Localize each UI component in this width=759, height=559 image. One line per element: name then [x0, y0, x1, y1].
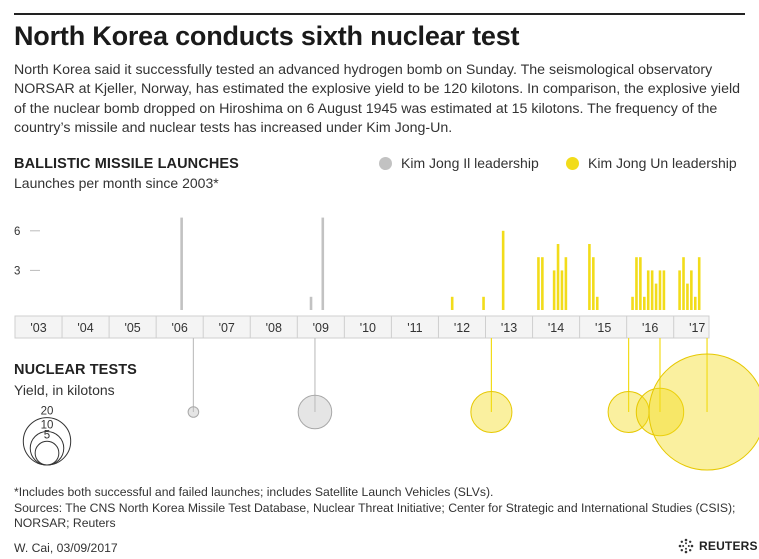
missile-bar: [635, 257, 638, 310]
missile-bar: [686, 283, 689, 310]
x-tick-label: '10: [360, 321, 376, 335]
size-legend-label: 20: [41, 406, 54, 418]
timeline-band: [14, 315, 710, 339]
missile-bar: [643, 296, 646, 310]
missile-bar: [697, 257, 701, 310]
missile-bar: [682, 257, 685, 310]
intro-paragraph: North Korea said it successfully tested …: [14, 62, 741, 136]
timeline-axis: '03 '04 '05 '06 '07 '08 '09 '10 '11 '12 '13 '14 '15 '…: [14, 315, 710, 339]
x-tick-label: '07: [219, 321, 235, 335]
size-legend-label: 5: [44, 429, 50, 441]
legend-label-kim-jong-il: Kim Jong Il leadership: [401, 155, 539, 171]
credit-line: W. Cai, 03/09/2017: [14, 541, 118, 555]
legend-label-kim-jong-un: Kim Jong Un leadership: [588, 155, 737, 171]
missile-bar: [631, 296, 634, 310]
footnote-text: *Includes both successful and failed lau…: [14, 485, 494, 499]
missile-bar: [595, 296, 599, 310]
missile-bar: [639, 257, 642, 310]
missile-bar: [309, 296, 313, 310]
missile-bar: [690, 270, 693, 310]
missile-bar: [588, 244, 591, 310]
missile-bar: [552, 270, 556, 310]
sources-text: Sources: The CNS North Korea Missile Tes…: [14, 500, 736, 531]
missile-bar: [654, 283, 658, 310]
reuters-logo-text: REUTERS: [699, 539, 758, 553]
x-tick-label: '16: [642, 321, 658, 335]
y-axis-ticks: 36: [14, 226, 40, 277]
size-legend-label: 10: [41, 419, 54, 431]
x-tick-label: '08: [266, 321, 282, 335]
nuclear-section-title: NUCLEAR TESTS: [14, 362, 137, 378]
missile-bar: [537, 257, 540, 310]
nuclear-test-bubble: [648, 353, 759, 471]
missile-bar: [450, 296, 454, 310]
missile-bar: [482, 296, 485, 310]
missile-bar: [646, 270, 650, 310]
top-rule: [14, 13, 745, 15]
y-tick-label: 6: [14, 226, 20, 238]
x-tick-label: '06: [172, 321, 188, 335]
nuclear-test-bubble: [187, 406, 200, 418]
missile-bar: [678, 270, 681, 310]
missile-and-nuclear-chart: '03 '04 '05 '06 '07 '08 '09 '10 '11 '12 '13 '14 '15 '…: [14, 217, 759, 471]
size-legend-circle: [34, 440, 60, 466]
missile-bar: [693, 296, 697, 310]
page-title: North Korea conducts sixth nuclear test: [14, 21, 520, 51]
x-tick-label: '03: [30, 321, 46, 335]
missile-bar: [180, 217, 183, 310]
nuclear-test-bubble: [470, 390, 513, 434]
reuters-logo: REUTERS: [678, 538, 758, 554]
x-tick-label: '13: [501, 321, 517, 335]
missile-bar: [556, 244, 560, 310]
legend-dot-gray: [379, 156, 392, 170]
x-tick-label: '05: [124, 321, 140, 335]
legend-dot-yellow: [566, 156, 579, 170]
x-tick-label: '09: [313, 321, 329, 335]
missile-bar: [321, 217, 325, 310]
missile-section-title: BALLISTIC MISSILE LAUNCHES: [14, 156, 239, 172]
x-tick-label: '11: [407, 321, 422, 335]
missile-bar: [592, 257, 595, 310]
nuclear-test-bubble: [635, 387, 685, 437]
reuters-dots-icon: [678, 538, 694, 554]
x-tick-label: '17: [689, 321, 705, 335]
missile-bar: [662, 270, 666, 310]
x-tick-label: '15: [595, 321, 611, 335]
missile-bar: [650, 270, 654, 310]
footnote: *Includes both successful and failed lau…: [14, 485, 749, 532]
x-tick-label: '14: [548, 321, 564, 335]
nuclear-section-subtitle: Yield, in kilotons: [14, 382, 115, 398]
missile-bars: [180, 217, 701, 310]
missile-bar: [501, 230, 505, 310]
missile-bar: [560, 270, 564, 310]
x-tick-label: '12: [454, 321, 470, 335]
missile-bar: [541, 257, 544, 310]
nuclear-test-bubble: [297, 394, 333, 430]
nuclear-test-bubbles: [187, 338, 759, 471]
y-tick-label: 3: [14, 265, 20, 277]
missile-bar: [658, 270, 662, 310]
missile-section-subtitle: Launches per month since 2003*: [14, 175, 219, 191]
legend-item-kim-jong-il: Kim Jong Il leadership: [379, 155, 539, 171]
missile-bar: [564, 257, 568, 310]
x-tick-label: '04: [77, 321, 93, 335]
legend-item-kim-jong-un: Kim Jong Un leadership: [566, 155, 737, 171]
